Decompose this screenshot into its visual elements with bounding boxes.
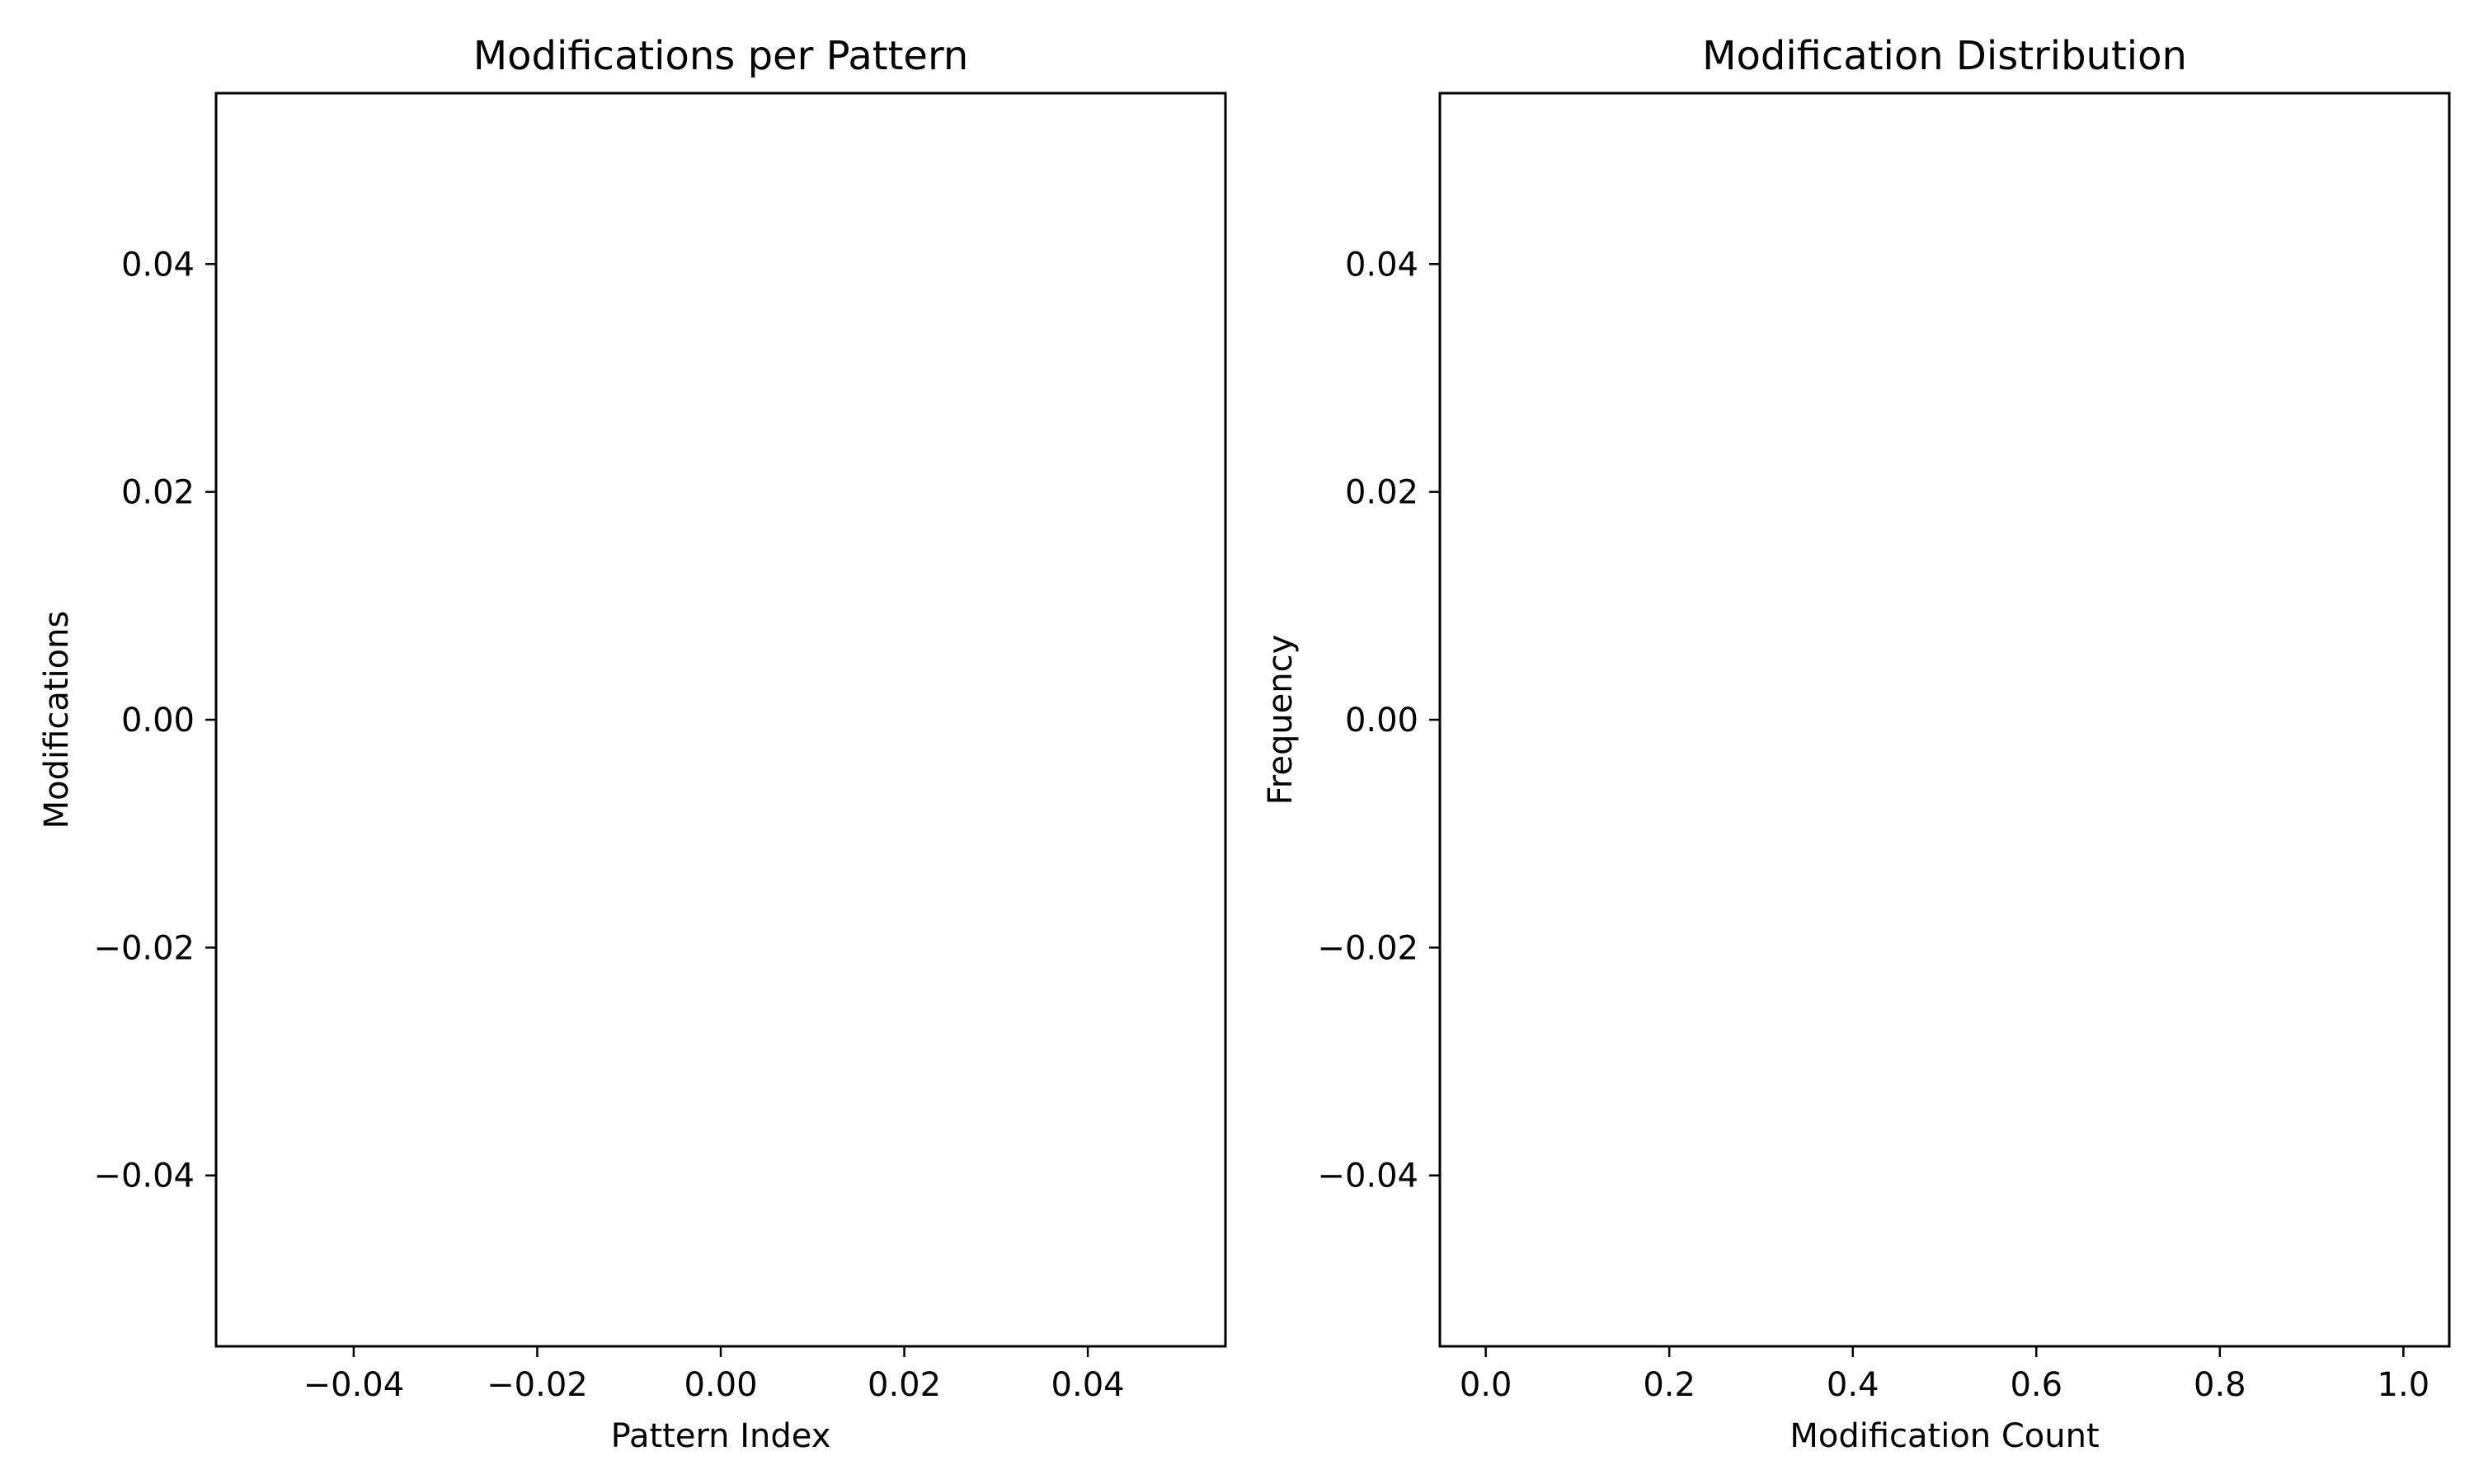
chart-modification-distribution: Modification Distribution 0.0 0.2 0.4 0.6 0.… [1262,33,2451,1455]
x-axis-label: Modification Count [1790,1417,2099,1455]
x-tick-label: 1.0 [2378,1366,2430,1404]
x-tick-label: 0.04 [1051,1366,1125,1404]
y-tick-label: −0.04 [93,1158,195,1195]
y-tick-label: −0.02 [93,929,195,967]
chart-title: Modification Distribution [1702,33,2187,79]
y-tick-label: 0.02 [121,474,195,512]
y-axis-ticks: −0.04 −0.02 0.00 0.02 0.04 [1317,246,1440,1195]
x-tick-label: 0.2 [1643,1366,1696,1404]
x-axis-ticks: −0.04 −0.02 0.00 0.02 0.04 [303,1346,1125,1404]
x-tick-label: 0.4 [1827,1366,1879,1404]
y-axis-ticks: −0.04 −0.02 0.00 0.02 0.04 [93,246,216,1195]
x-axis-ticks: 0.0 0.2 0.4 0.6 0.8 1.0 [1460,1346,2429,1404]
x-tick-label: 0.8 [2194,1366,2246,1404]
y-tick-label: −0.04 [1317,1158,1418,1195]
y-tick-label: 0.04 [121,246,195,284]
chart-modifications-per-pattern: Modifications per Pattern −0.04 −0.02 0.00… [38,33,1227,1455]
y-axis-label: Frequency [1262,635,1300,805]
y-axis-label: Modifications [38,611,76,829]
x-axis-label: Pattern Index [611,1417,831,1455]
y-tick-label: 0.00 [121,702,195,740]
chart-title: Modifications per Pattern [473,33,969,79]
y-tick-label: −0.02 [1317,929,1418,967]
x-tick-label: 0.6 [2010,1366,2062,1404]
x-tick-label: 0.02 [868,1366,941,1404]
x-tick-label: −0.02 [487,1366,588,1404]
x-tick-label: 0.0 [1460,1366,1512,1404]
y-tick-label: 0.02 [1345,474,1418,512]
x-tick-label: −0.04 [303,1366,405,1404]
y-tick-label: 0.04 [1345,246,1418,284]
y-tick-label: 0.00 [1345,702,1418,740]
x-tick-label: 0.00 [684,1366,757,1404]
